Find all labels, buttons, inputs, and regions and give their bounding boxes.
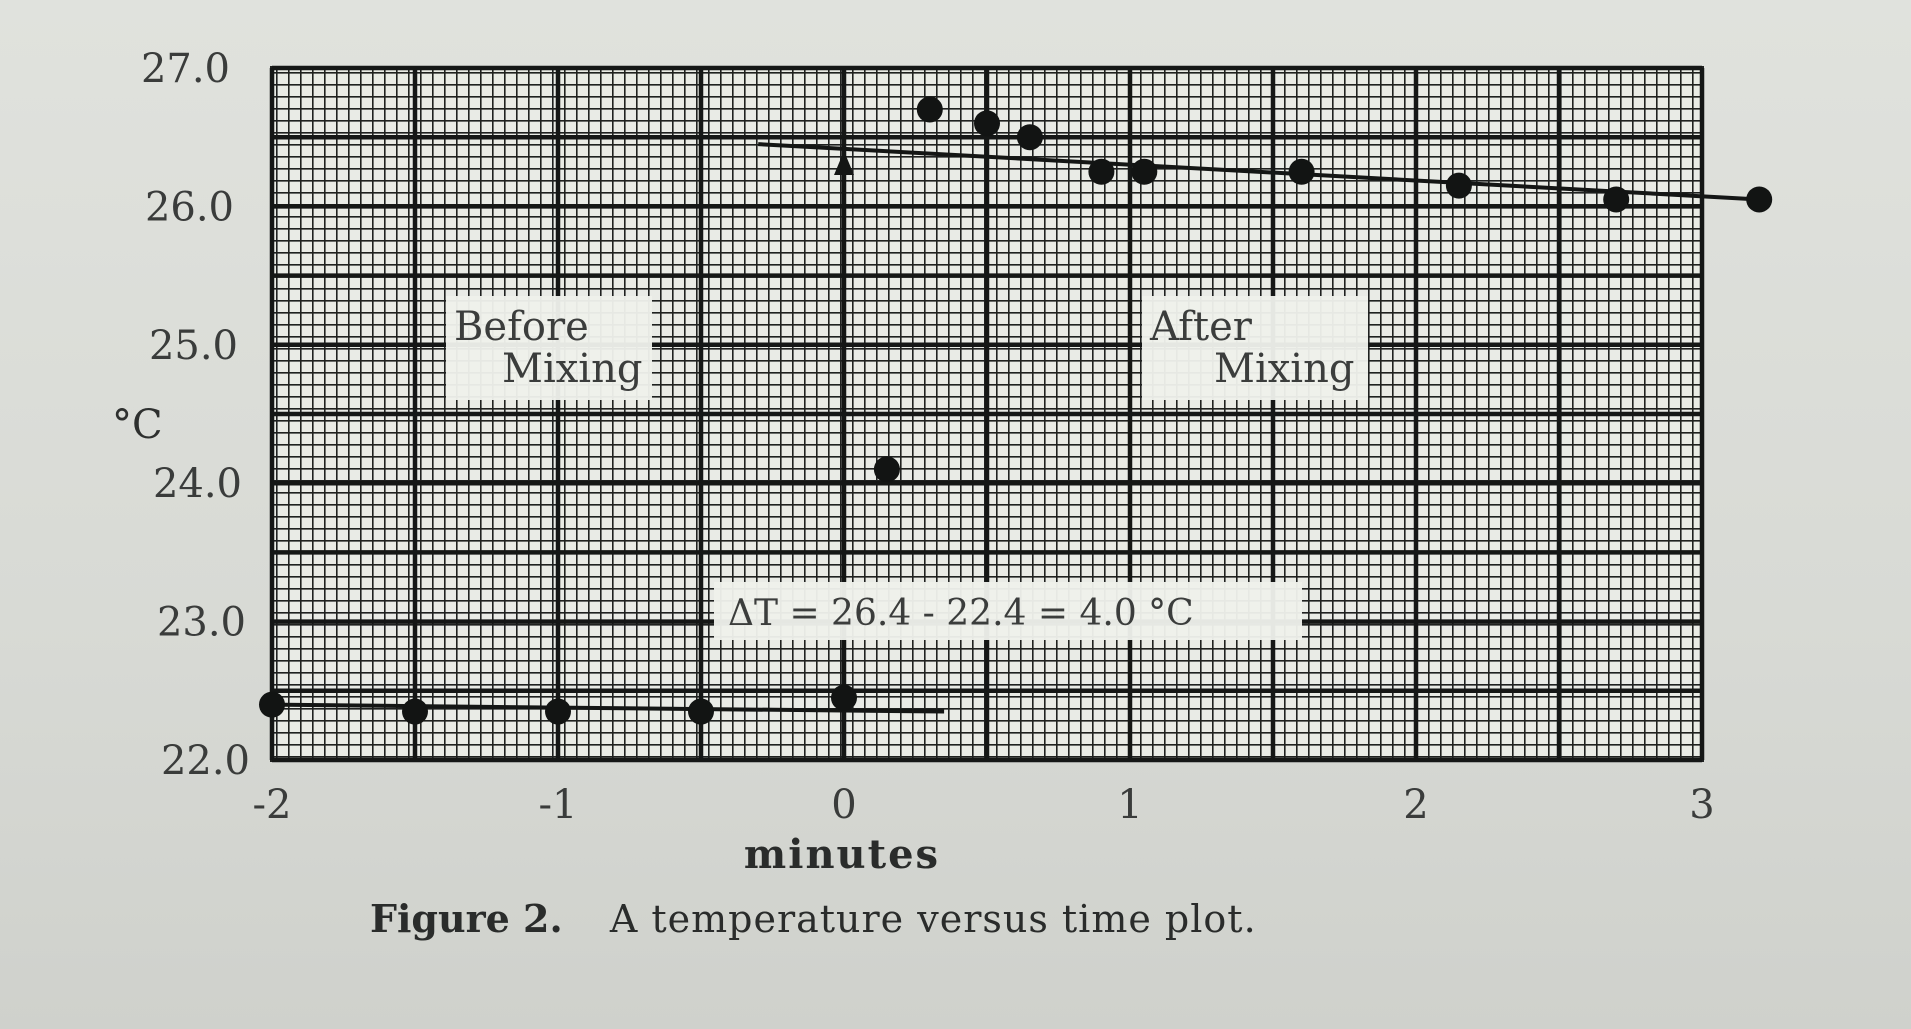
caption-label: Figure 2. xyxy=(370,896,563,941)
delta-t-text: ΔT = 26.4 - 22.4 = 4.0 °C xyxy=(728,593,1194,634)
data-point xyxy=(259,691,285,718)
data-point xyxy=(545,698,571,725)
y-tick-label: 25.0 xyxy=(149,323,238,369)
y-tick-label: 23.0 xyxy=(157,600,246,646)
caption-text: A temperature versus time plot. xyxy=(609,897,1257,941)
before-mixing-label-line2: Mixing xyxy=(502,346,642,392)
figure-caption: Figure 2. A temperature versus time plot… xyxy=(370,896,1257,941)
x-axis-title: minutes xyxy=(744,831,940,878)
x-axis-title-group: minutes xyxy=(744,831,940,878)
after-mixing-label-line1: After xyxy=(1149,304,1253,350)
data-point xyxy=(831,684,857,711)
data-point xyxy=(1445,172,1472,199)
data-point xyxy=(688,698,714,725)
data-point xyxy=(1016,124,1043,151)
x-tick-label: 2 xyxy=(1403,782,1428,828)
data-point xyxy=(1131,158,1158,185)
x-tick-label: 0 xyxy=(831,782,856,828)
x-tick-label: 3 xyxy=(1689,782,1714,828)
after-mixing-label-box xyxy=(1142,296,1368,400)
y-tick-label: 22.0 xyxy=(161,738,250,784)
data-point xyxy=(402,698,428,725)
x-tick-label: -1 xyxy=(539,782,578,828)
data-point xyxy=(1603,186,1630,213)
y-axis-title: °C xyxy=(112,402,163,448)
fit-line-2 xyxy=(758,142,1760,202)
data-point xyxy=(974,110,1000,137)
data-point xyxy=(1088,158,1115,185)
y-tick-label: 24.0 xyxy=(153,461,242,507)
y-tick-label: 27.0 xyxy=(141,46,230,92)
x-tick-label: 1 xyxy=(1117,782,1142,828)
after-mixing-label-line2: Mixing xyxy=(1214,346,1354,392)
fit-line-1 xyxy=(271,702,945,714)
x-tick-label: -2 xyxy=(253,782,292,828)
y-axis-title-group: °C xyxy=(112,402,163,448)
data-point xyxy=(1288,158,1315,185)
data-point xyxy=(1746,186,1773,213)
data-point xyxy=(873,456,900,483)
delta-t-box xyxy=(714,582,1302,640)
y-tick-label: 26.0 xyxy=(145,184,234,230)
before-mixing-label-line1: Before xyxy=(454,304,589,350)
delta-t-arrowhead xyxy=(834,151,854,176)
delta-t-annotation: ΔT = 26.4 - 22.4 = 4.0 °C xyxy=(714,582,1302,640)
before-mixing-label-box xyxy=(446,296,652,400)
data-point xyxy=(916,96,943,123)
caption-line: Figure 2. A temperature versus time plot… xyxy=(370,896,1257,941)
